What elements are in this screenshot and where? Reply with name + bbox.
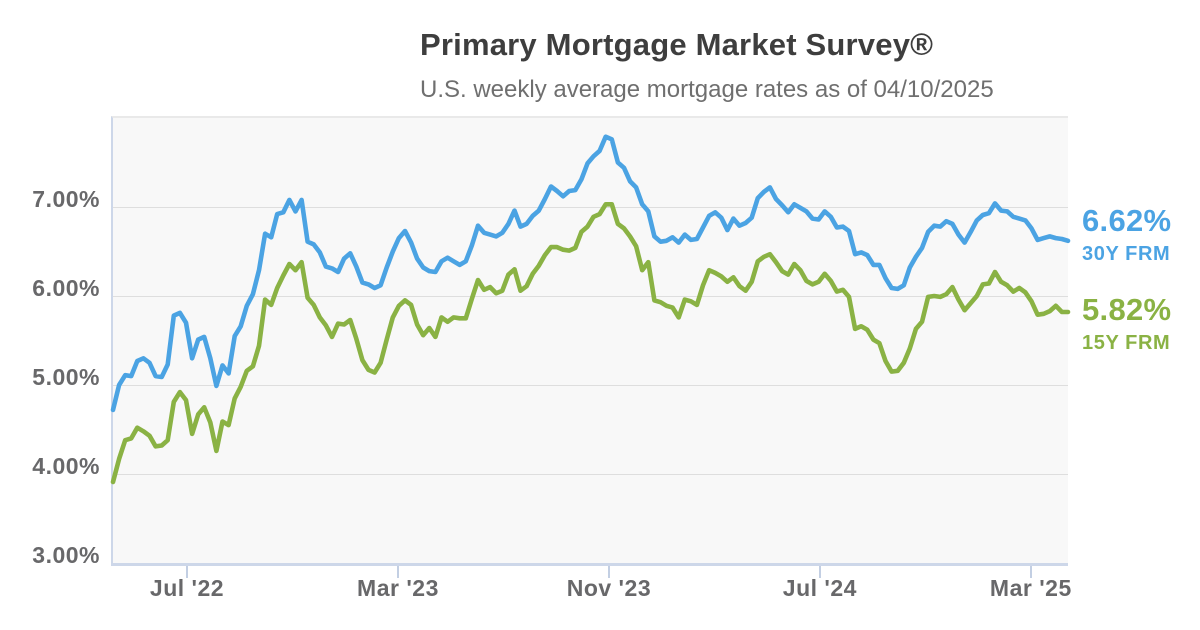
current-rate-15y: 5.82% xyxy=(1082,292,1172,327)
x-tick-label-4: Mar '25 xyxy=(989,575,1072,601)
page-subtitle: U.S. weekly average mortgage rates as of… xyxy=(420,76,994,103)
gridline-6-percent xyxy=(113,295,1068,297)
page-title: Primary Mortgage Market Survey® xyxy=(420,27,934,62)
series-line-15y-frm xyxy=(110,202,1071,485)
y-tick-label-6: 6.00% xyxy=(32,275,100,301)
current-rate-30y: 6.62% xyxy=(1082,203,1172,238)
legend-30y-frm: 6.62% 30Y FRM xyxy=(1082,205,1171,264)
x-tick-mark-3 xyxy=(818,566,821,578)
plot-area xyxy=(110,116,1071,566)
series-label-30y: 30Y FRM xyxy=(1082,243,1171,265)
gridline-4-percent xyxy=(113,473,1068,475)
y-tick-label-4: 4.00% xyxy=(32,453,100,479)
y-tick-label-7: 7.00% xyxy=(32,186,100,212)
x-tick-mark-1 xyxy=(396,566,399,578)
x-tick-label-2: Nov '23 xyxy=(566,575,652,601)
y-tick-label-5: 5.00% xyxy=(32,364,100,390)
series-line-30y-frm xyxy=(110,134,1071,413)
x-tick-label-0: Jul '22 xyxy=(149,575,225,601)
y-tick-label-3: 3.00% xyxy=(32,542,100,568)
x-tick-mark-0 xyxy=(186,566,188,578)
legend: 6.62% 30Y FRM 5.82% 15Y FRM xyxy=(1082,205,1171,353)
legend-15y-frm: 5.82% 15Y FRM xyxy=(1082,294,1171,353)
x-tick-label-1: Mar '23 xyxy=(357,575,439,601)
x-tick-mark-4 xyxy=(1029,566,1032,578)
line-chart xyxy=(110,134,1071,485)
x-tick-mark-2 xyxy=(607,566,610,578)
series-label-15y: 15Y FRM xyxy=(1082,332,1171,354)
gridline-7-percent xyxy=(113,206,1068,208)
gridline-5-percent xyxy=(113,384,1068,386)
x-tick-label-3: Jul '24 xyxy=(782,575,857,601)
